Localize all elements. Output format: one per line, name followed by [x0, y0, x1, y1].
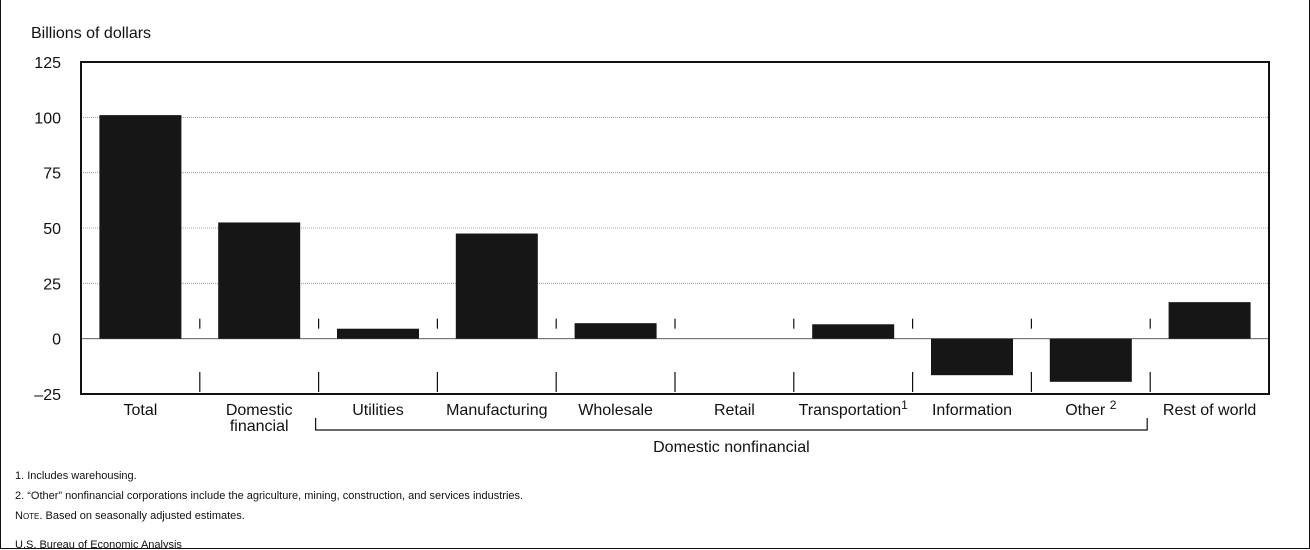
- y-tick-label: –25: [34, 387, 61, 404]
- x-tick-footnote-mark: 1: [901, 398, 908, 412]
- x-tick-label: Retail: [714, 402, 755, 419]
- x-tick-label: Domestic: [226, 402, 293, 419]
- x-tick-label: Rest of world: [1163, 402, 1256, 419]
- x-tick-label: Total: [124, 402, 158, 419]
- x-tick-footnote-mark: 2: [1110, 398, 1117, 412]
- bar-information: [931, 338, 1013, 376]
- plot-area-border: [80, 61, 1270, 395]
- bar-other: [1049, 338, 1132, 382]
- x-tick-label-line2: financial: [230, 418, 289, 435]
- bar-total: [99, 115, 182, 339]
- x-tick-label: Information: [932, 402, 1012, 419]
- footnote-1: 1. Includes warehousing.: [15, 470, 137, 482]
- bar-manufacturing: [455, 233, 538, 339]
- source-credit: U.S. Bureau of Economic Analysis: [15, 539, 182, 549]
- footnote-2: 2. “Other” nonfinancial corporations inc…: [15, 490, 524, 502]
- x-tick-label: Manufacturing: [446, 402, 547, 419]
- y-tick-label: 125: [34, 55, 61, 72]
- bar-domestic: [218, 222, 301, 339]
- group-label: Domestic nonfinancial: [653, 439, 810, 456]
- bar-wholesale: [574, 323, 657, 339]
- y-tick-label: 50: [43, 221, 61, 238]
- y-tick-label: 100: [34, 110, 61, 127]
- y-tick-label: 0: [52, 332, 61, 349]
- note-text: . Based on seasonally adjusted estimates…: [39, 510, 245, 522]
- x-tick-label: Utilities: [352, 402, 404, 419]
- bar-transportation: [812, 324, 895, 339]
- y-axis-title: Billions of dollars: [31, 25, 151, 42]
- note-label: Note: [15, 510, 40, 522]
- x-tick-label: Transportation1: [799, 398, 909, 419]
- bar-rest-of-world: [1168, 302, 1251, 339]
- bar-utilities: [337, 328, 419, 339]
- x-tick-label: Other 2: [1065, 398, 1116, 419]
- note-line: Note. Based on seasonally adjusted estim…: [15, 510, 245, 522]
- group-bracket: [315, 418, 1148, 431]
- x-tick-label: Wholesale: [578, 402, 653, 419]
- y-tick-label: 75: [43, 166, 61, 183]
- y-tick-label: 25: [43, 276, 61, 293]
